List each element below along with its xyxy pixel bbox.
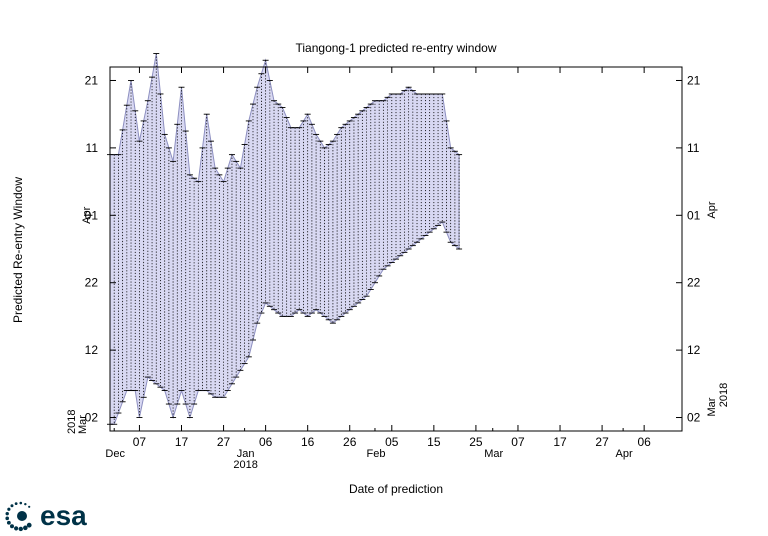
esa-logo-text: esa bbox=[40, 500, 87, 531]
y-tick-label-right: 02 bbox=[687, 411, 701, 425]
y-tick-label: 01 bbox=[85, 208, 99, 222]
esa-emblem-dot bbox=[19, 501, 23, 505]
x-tick-label: 27 bbox=[595, 435, 609, 449]
x-tick-label: 05 bbox=[385, 435, 399, 449]
esa-emblem-dot bbox=[6, 520, 11, 525]
esa-emblem-dot bbox=[7, 507, 11, 511]
x-month-label: Dec bbox=[105, 448, 125, 460]
esa-emblem-icon bbox=[5, 501, 32, 532]
x-month-label: Jan bbox=[237, 448, 255, 460]
x-month-label: Feb bbox=[366, 448, 385, 460]
axis-ticks: 07 17 27 06 16 26 05 15 25 07 17 27 06 Dec Jan Feb Mar Ap… bbox=[66, 67, 730, 471]
y-tick-label-right: 12 bbox=[687, 343, 701, 357]
x-tick-label: 06 bbox=[259, 435, 273, 449]
esa-emblem-dot bbox=[23, 525, 28, 531]
x-tick-label: 15 bbox=[427, 435, 441, 449]
re-entry-window-area bbox=[109, 53, 460, 425]
esa-emblem-dot bbox=[10, 504, 14, 508]
esa-logo: esa bbox=[5, 500, 87, 532]
x-tick-label: 07 bbox=[133, 435, 147, 449]
y-month-label: Mar bbox=[77, 415, 89, 434]
x-tick-label: 25 bbox=[469, 435, 483, 449]
esa-emblem-dot bbox=[18, 526, 23, 532]
y-tick-label: 02 bbox=[85, 411, 99, 425]
x-month-label: Apr bbox=[616, 448, 633, 460]
x-tick-label: 17 bbox=[175, 435, 189, 449]
x-tick-label: 27 bbox=[217, 435, 231, 449]
y-tick-label: 11 bbox=[86, 141, 99, 155]
y-tick-label-right: 11 bbox=[687, 141, 700, 155]
esa-emblem-dot bbox=[28, 505, 31, 508]
y-tick-label-right: 21 bbox=[687, 73, 701, 87]
esa-emblem-dot bbox=[5, 511, 9, 516]
x-tick-label: 17 bbox=[553, 435, 567, 449]
chart-title: Tiangong-1 predicted re-entry window bbox=[296, 41, 497, 55]
x-tick-label: 06 bbox=[637, 435, 651, 449]
y-year-label-right: 2018 bbox=[718, 383, 730, 407]
esa-emblem-dot bbox=[14, 502, 18, 505]
y-year-label: 2018 bbox=[66, 410, 78, 434]
y-tick-label: 22 bbox=[85, 276, 99, 290]
y-tick-label-right: 01 bbox=[687, 208, 701, 222]
esa-emblem-dot bbox=[26, 522, 32, 528]
y-tick-label: 21 bbox=[85, 73, 99, 87]
x-axis-label: Date of prediction bbox=[349, 482, 443, 496]
prediction-bars bbox=[107, 53, 463, 425]
x-tick-label: 07 bbox=[511, 435, 525, 449]
y-month-label: Apr bbox=[81, 206, 93, 223]
esa-emblem-dot bbox=[24, 502, 27, 506]
x-year-label: 2018 bbox=[233, 459, 257, 471]
y-month-label-right: Apr bbox=[706, 201, 718, 218]
x-tick-label: 26 bbox=[343, 435, 357, 449]
x-month-label: Mar bbox=[484, 448, 503, 460]
plot-frame bbox=[109, 66, 683, 432]
esa-emblem-dot bbox=[5, 516, 10, 521]
esa-emblem-center bbox=[17, 511, 27, 521]
y-tick-label: 12 bbox=[85, 343, 99, 357]
y-month-label-right: Mar bbox=[706, 397, 718, 416]
esa-emblem-dot bbox=[14, 526, 19, 531]
y-tick-label-right: 22 bbox=[687, 276, 701, 290]
window-area bbox=[109, 53, 460, 425]
x-tick-label: 16 bbox=[301, 435, 315, 449]
y-axis-label: Predicted Re-entry Window bbox=[11, 177, 25, 323]
esa-emblem-dot bbox=[9, 524, 14, 529]
